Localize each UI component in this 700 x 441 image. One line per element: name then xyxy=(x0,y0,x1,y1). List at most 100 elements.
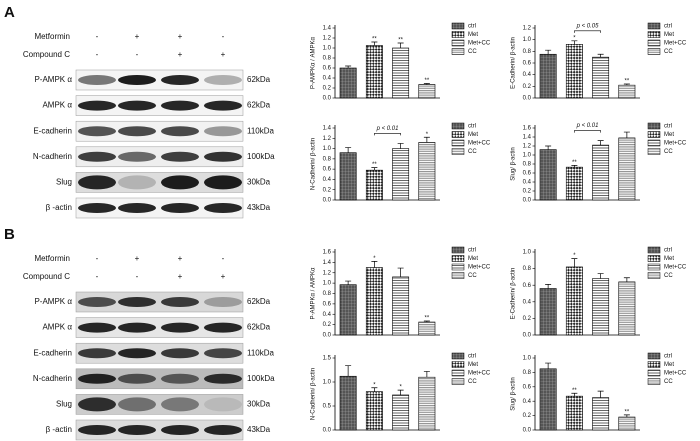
error-bar xyxy=(597,53,604,58)
legend-swatch xyxy=(451,148,465,155)
significance: ** xyxy=(572,388,577,394)
error-bar xyxy=(345,365,352,377)
blot-strip xyxy=(75,419,244,441)
error-bar xyxy=(545,362,552,369)
blot-label: N-cadherin xyxy=(33,152,72,161)
y-tick-label: 0.0 xyxy=(323,198,332,204)
blot-band xyxy=(78,322,116,333)
blot-size: 62kDa xyxy=(247,323,271,332)
blot-strip xyxy=(75,69,244,91)
blot-band xyxy=(78,151,116,162)
legend-swatch xyxy=(647,39,661,47)
significance: ** xyxy=(425,316,430,322)
blot-band xyxy=(78,100,116,111)
blot-band xyxy=(118,203,156,213)
y-tick-label: 1.0 xyxy=(523,250,532,256)
treatment-sign: + xyxy=(178,50,183,59)
y-tick-label: 0.6 xyxy=(323,301,332,307)
legend-label: ctrl xyxy=(664,124,672,130)
blot-strip xyxy=(75,317,244,338)
bar xyxy=(618,84,636,99)
error-bar xyxy=(397,389,404,395)
comparison-label: p < 0.01 xyxy=(376,126,399,132)
blot-size: 110kDa xyxy=(247,126,275,135)
bar xyxy=(392,47,410,99)
legend-label: Met xyxy=(664,256,674,262)
bar xyxy=(565,266,583,336)
error-bar xyxy=(371,41,378,46)
legend-label: ctrl xyxy=(468,354,476,360)
bar xyxy=(418,84,436,99)
y-tick-label: 1.0 xyxy=(323,380,332,386)
blot-band xyxy=(161,126,199,137)
y-tick-label: 0.2 xyxy=(523,413,532,419)
error-bar xyxy=(423,371,430,378)
y-tick-label: 0.0 xyxy=(323,96,332,102)
legend-label: ctrl xyxy=(664,354,672,360)
treatment-label: Metformin xyxy=(34,32,70,41)
legend-label: Met+CC xyxy=(468,41,491,47)
legend-label: Met+CC xyxy=(664,371,687,377)
blot-band xyxy=(78,297,116,307)
legend-label: Met xyxy=(664,362,674,368)
bar xyxy=(339,284,357,336)
bar xyxy=(392,276,410,336)
blot-strip xyxy=(75,197,244,219)
bar xyxy=(539,149,557,201)
significance: * xyxy=(573,253,576,259)
blot-band xyxy=(161,425,199,435)
bar xyxy=(365,45,383,99)
treatment-sign: - xyxy=(136,50,139,59)
y-tick-label: 1.4 xyxy=(323,260,332,266)
y-tick-label: 1.0 xyxy=(523,37,532,43)
legend-swatch xyxy=(647,378,661,385)
error-bar xyxy=(423,136,430,143)
y-tick-label: 0.4 xyxy=(323,312,332,318)
blot-size: 30kDa xyxy=(247,178,271,187)
legend-label: Met+CC xyxy=(468,265,491,271)
legend-label: CC xyxy=(664,273,673,279)
blot-size: 100kDa xyxy=(247,374,275,383)
legend-label: ctrl xyxy=(468,124,476,130)
legend-label: CC xyxy=(468,379,477,385)
legend-swatch xyxy=(451,31,465,38)
blot-band xyxy=(118,397,156,412)
legend-swatch xyxy=(647,22,661,30)
blot-strip xyxy=(75,146,244,168)
blot-band xyxy=(161,151,199,162)
significance: ** xyxy=(398,38,403,44)
error-bar xyxy=(623,414,630,418)
blot-size: 62kDa xyxy=(247,297,271,306)
blot-band xyxy=(161,348,199,359)
error-bar xyxy=(597,140,604,146)
blot-band xyxy=(118,126,156,137)
bar xyxy=(592,56,610,99)
blot-band xyxy=(204,126,242,137)
blot-label: AMPK α xyxy=(42,101,72,110)
y-tick-label: 1.2 xyxy=(323,136,332,142)
blot-label: Slug xyxy=(56,178,72,187)
blot-band xyxy=(161,297,199,307)
significance: * xyxy=(373,382,376,388)
legend-label: CC xyxy=(468,49,477,55)
blot-band xyxy=(161,397,199,412)
significance: * xyxy=(399,385,402,391)
bar xyxy=(565,395,583,431)
blot-band xyxy=(118,297,156,307)
y-tick-label: 0.8 xyxy=(323,291,332,297)
error-bar xyxy=(545,284,552,289)
blot-band xyxy=(118,348,156,359)
blot-size: 30kDa xyxy=(247,400,271,409)
y-tick-label: 0.2 xyxy=(323,86,332,92)
comparison-bracket xyxy=(574,130,601,133)
y-axis-label: Slug/ β-actin xyxy=(511,377,517,410)
blot-strip xyxy=(75,342,244,364)
blot-band xyxy=(204,100,242,111)
y-tick-label: 0.6 xyxy=(523,171,532,177)
y-tick-label: 1.6 xyxy=(523,126,532,132)
blot-strip xyxy=(75,368,244,390)
error-bar xyxy=(345,147,352,153)
y-axis-label: P-AMPKα / AMPKα xyxy=(311,267,317,319)
comparison-label: p < 0.01 xyxy=(576,123,599,129)
legend-label: Met xyxy=(468,256,478,262)
